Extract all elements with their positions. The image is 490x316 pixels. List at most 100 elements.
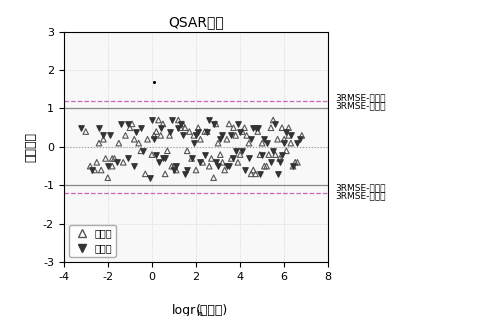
Point — [159, 156, 167, 161]
Point — [205, 164, 213, 169]
Point — [289, 164, 297, 169]
Point — [150, 137, 158, 142]
Text: h: h — [196, 310, 202, 316]
Point — [99, 137, 107, 142]
Point — [212, 160, 220, 165]
Point — [270, 148, 277, 153]
Y-axis label: 预测残差: 预测残差 — [24, 132, 37, 162]
Point — [203, 129, 211, 134]
Point — [139, 148, 147, 153]
Point — [258, 141, 266, 146]
Point — [104, 164, 112, 169]
Text: 3RMSE-训练集: 3RMSE-训练集 — [336, 101, 386, 111]
Point — [148, 118, 156, 123]
Point — [181, 171, 189, 176]
Point — [245, 156, 253, 161]
Point — [225, 121, 233, 126]
Point — [108, 156, 116, 161]
Point — [142, 171, 149, 176]
Point — [95, 125, 103, 130]
Point — [164, 148, 171, 153]
Point — [258, 152, 266, 157]
Point — [223, 137, 231, 142]
Point — [276, 156, 284, 161]
Point — [108, 164, 116, 169]
Point — [188, 156, 196, 161]
Point — [273, 171, 281, 176]
Point — [225, 164, 233, 169]
Point — [243, 133, 251, 138]
Point — [157, 133, 165, 138]
Point — [130, 164, 138, 169]
Point — [93, 160, 101, 165]
Point — [241, 125, 248, 130]
Point — [150, 79, 158, 84]
Point — [254, 125, 262, 130]
Point — [241, 167, 248, 173]
Point — [130, 137, 138, 142]
Point — [217, 137, 224, 142]
Point — [247, 137, 255, 142]
Point — [287, 133, 295, 138]
Point — [212, 121, 220, 126]
Point — [106, 133, 114, 138]
Point — [230, 125, 238, 130]
Point — [183, 148, 191, 153]
Point — [172, 167, 180, 173]
Point — [232, 133, 240, 138]
Point — [283, 148, 291, 153]
Point — [287, 141, 295, 146]
Point — [128, 121, 136, 126]
Point — [208, 156, 216, 161]
Point — [174, 125, 182, 130]
Point — [234, 121, 242, 126]
Point — [217, 152, 224, 157]
Point — [98, 167, 105, 173]
Point — [179, 121, 187, 126]
Point — [291, 160, 299, 165]
Point — [120, 160, 127, 165]
Point — [271, 121, 279, 126]
Point — [203, 129, 211, 134]
Point — [239, 129, 246, 134]
Point — [236, 129, 244, 134]
Point — [177, 121, 185, 126]
Point — [280, 141, 288, 146]
Point — [126, 125, 134, 130]
Point — [172, 164, 180, 169]
Point — [249, 167, 257, 173]
Point — [230, 156, 238, 161]
Point — [294, 160, 301, 165]
Point — [99, 133, 107, 138]
Point — [234, 160, 242, 165]
Point — [252, 171, 260, 176]
Point — [245, 141, 253, 146]
Point — [289, 164, 297, 169]
Point — [210, 121, 218, 126]
Point — [220, 167, 228, 173]
Point — [113, 160, 121, 165]
Title: QSAR模型: QSAR模型 — [168, 15, 224, 29]
Point — [267, 125, 275, 130]
Point — [146, 175, 154, 180]
Point — [170, 167, 178, 173]
Point — [256, 152, 264, 157]
Point — [177, 125, 185, 130]
Point — [232, 148, 240, 153]
Point — [205, 118, 213, 123]
Point — [298, 133, 306, 138]
Point — [252, 125, 260, 130]
Point — [194, 129, 202, 134]
Point — [201, 152, 209, 157]
Point — [188, 156, 196, 161]
Point — [159, 121, 167, 126]
Point — [283, 129, 291, 134]
Point — [280, 137, 288, 142]
Point — [227, 133, 235, 138]
Point — [223, 164, 231, 169]
Point — [190, 133, 198, 138]
Point — [254, 129, 262, 134]
Point — [219, 133, 226, 138]
Point — [86, 164, 94, 169]
Point — [190, 141, 198, 146]
